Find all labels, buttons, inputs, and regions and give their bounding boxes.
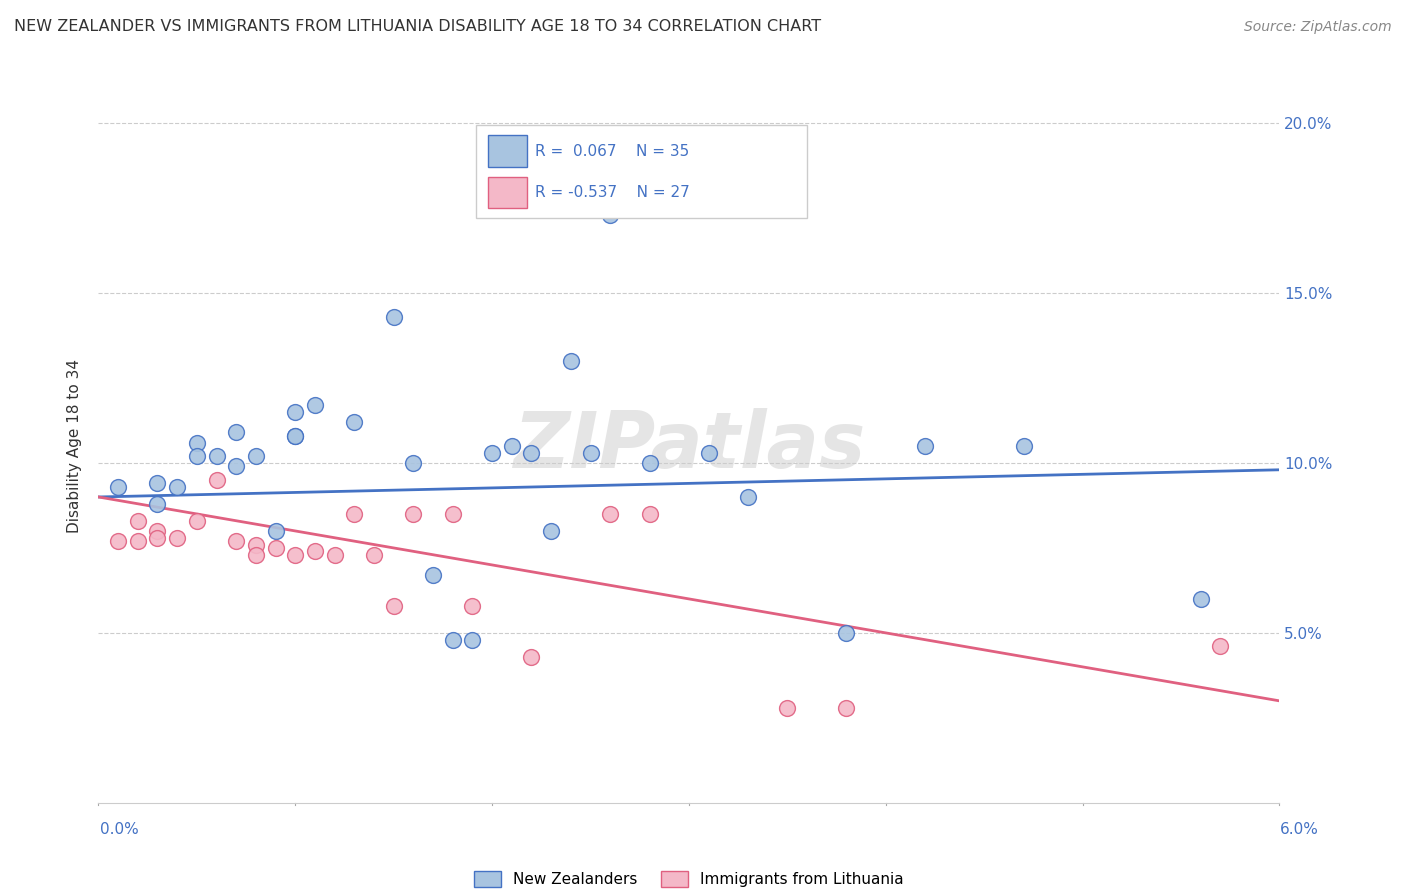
Point [914, 439, 936, 453]
Point [1012, 439, 1035, 453]
Point [382, 599, 405, 613]
Point [461, 599, 484, 613]
Point [245, 548, 267, 562]
Point [461, 632, 484, 647]
Point [146, 476, 169, 491]
Point [127, 534, 149, 549]
Text: R =  0.067    N = 35: R = 0.067 N = 35 [536, 144, 690, 159]
Point [1189, 591, 1212, 606]
Text: 6.0%: 6.0% [1279, 822, 1319, 837]
Point [697, 446, 720, 460]
Point [382, 310, 405, 324]
Text: 0.0%: 0.0% [100, 822, 139, 837]
Point [323, 548, 346, 562]
Point [540, 524, 562, 538]
Point [776, 700, 799, 714]
Text: R = -0.537    N = 27: R = -0.537 N = 27 [536, 186, 690, 201]
Point [284, 429, 307, 443]
Point [127, 514, 149, 528]
Point [186, 435, 208, 450]
Point [304, 544, 326, 558]
Point [284, 405, 307, 419]
Point [186, 514, 208, 528]
Point [599, 507, 621, 521]
Point [441, 632, 464, 647]
Text: Source: ZipAtlas.com: Source: ZipAtlas.com [1244, 21, 1392, 34]
Point [245, 449, 267, 463]
Point [520, 446, 543, 460]
Point [343, 507, 366, 521]
Point [1209, 640, 1232, 654]
Point [402, 507, 425, 521]
Point [441, 507, 464, 521]
Point [402, 456, 425, 470]
Point [225, 425, 247, 440]
Point [501, 439, 523, 453]
Y-axis label: Disability Age 18 to 34: Disability Age 18 to 34 [67, 359, 83, 533]
Point [166, 531, 188, 545]
Point [638, 456, 661, 470]
Point [205, 473, 228, 487]
Point [560, 354, 582, 368]
Point [146, 497, 169, 511]
Point [737, 490, 759, 504]
Point [599, 208, 621, 222]
Point [107, 480, 129, 494]
Point [638, 507, 661, 521]
Point [481, 446, 503, 460]
Point [264, 541, 287, 555]
Point [186, 449, 208, 463]
Point [205, 449, 228, 463]
Point [520, 649, 543, 664]
Point [835, 700, 858, 714]
Point [284, 429, 307, 443]
Point [225, 534, 247, 549]
Point [245, 537, 267, 551]
Point [146, 524, 169, 538]
Point [304, 398, 326, 412]
Point [343, 415, 366, 429]
Point [422, 568, 444, 582]
Point [146, 531, 169, 545]
Point [166, 480, 188, 494]
Legend: New Zealanders, Immigrants from Lithuania: New Zealanders, Immigrants from Lithuani… [474, 871, 904, 887]
Point [363, 548, 385, 562]
Point [225, 459, 247, 474]
Point [835, 626, 858, 640]
Point [579, 446, 602, 460]
Point [264, 524, 287, 538]
Point [107, 534, 129, 549]
Text: NEW ZEALANDER VS IMMIGRANTS FROM LITHUANIA DISABILITY AGE 18 TO 34 CORRELATION C: NEW ZEALANDER VS IMMIGRANTS FROM LITHUAN… [14, 20, 821, 34]
Text: ZIPatlas: ZIPatlas [513, 408, 865, 484]
Point [284, 548, 307, 562]
